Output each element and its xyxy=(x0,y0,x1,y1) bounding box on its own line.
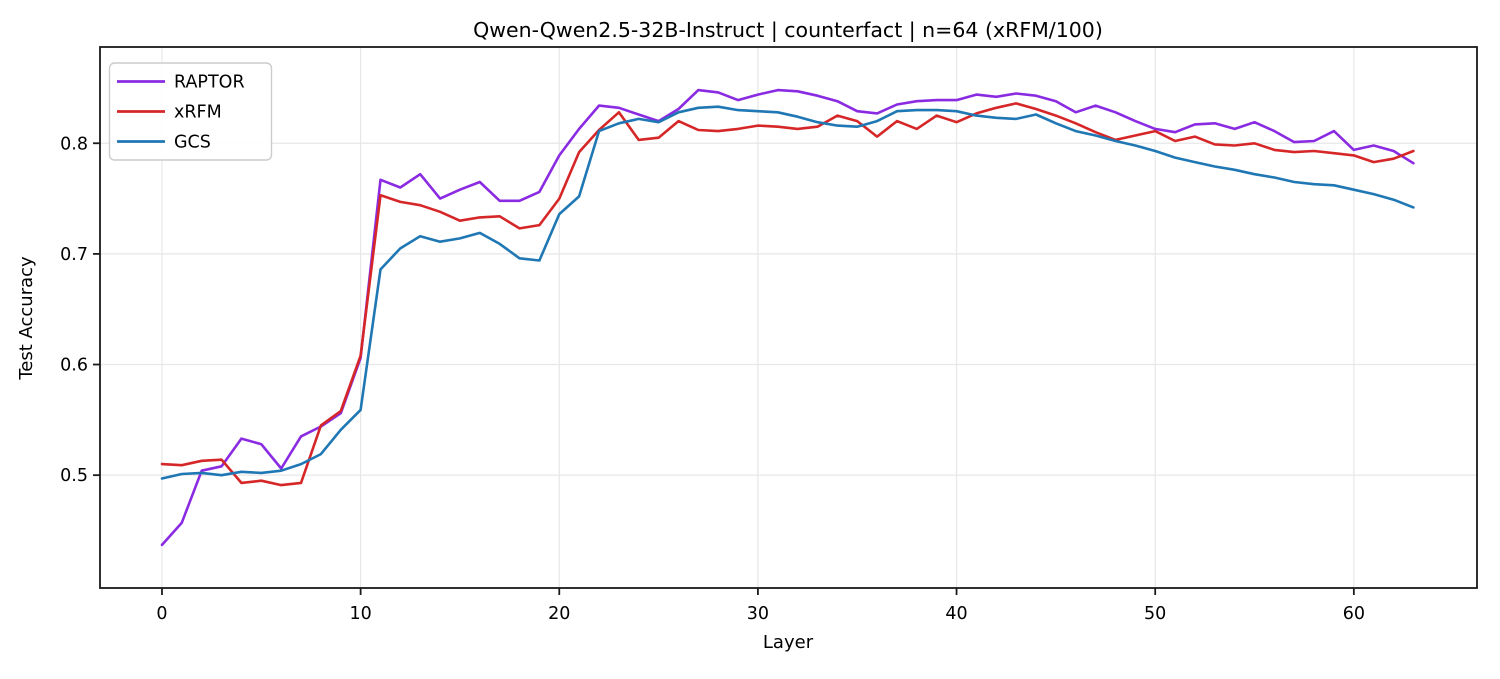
data-lines xyxy=(160,88,1415,547)
legend-box xyxy=(108,62,273,161)
y-tick-label: 0.6 xyxy=(60,356,88,376)
chart-title: Qwen-Qwen2.5-32B-Instruct | counterfact … xyxy=(473,18,1103,43)
legend-label-xrfm: xRFM xyxy=(174,103,222,123)
x-tick-label: 40 xyxy=(945,604,967,624)
plot-border xyxy=(99,46,1478,589)
x-tick-label: 0 xyxy=(156,604,167,624)
x-tick-label: 50 xyxy=(1144,604,1166,624)
line-gcs xyxy=(160,105,1415,480)
line-raptor xyxy=(160,88,1415,547)
legend-label-gcs: GCS xyxy=(174,133,211,153)
legend: RAPTOR xRFM GCS xyxy=(108,62,273,161)
x-axis-label: Layer xyxy=(763,632,814,653)
x-tick-label: 30 xyxy=(747,604,769,624)
y-tick-label: 0.5 xyxy=(60,466,88,486)
x-tick-label: 20 xyxy=(548,604,570,624)
axis-ticks xyxy=(93,142,1355,595)
y-axis-label: Test Accuracy xyxy=(16,256,37,381)
x-tick-label: 60 xyxy=(1343,604,1365,624)
y-tick-label: 0.7 xyxy=(60,245,88,265)
legend-label-raptor: RAPTOR xyxy=(174,73,245,93)
x-tick-label: 10 xyxy=(349,604,371,624)
grid xyxy=(100,47,1477,588)
line-xrfm xyxy=(160,102,1415,487)
axis-tick-labels: 0 10 20 30 40 50 60 0.5 0.6 0.7 0.8 xyxy=(60,134,1365,624)
y-tick-label: 0.8 xyxy=(60,134,88,154)
